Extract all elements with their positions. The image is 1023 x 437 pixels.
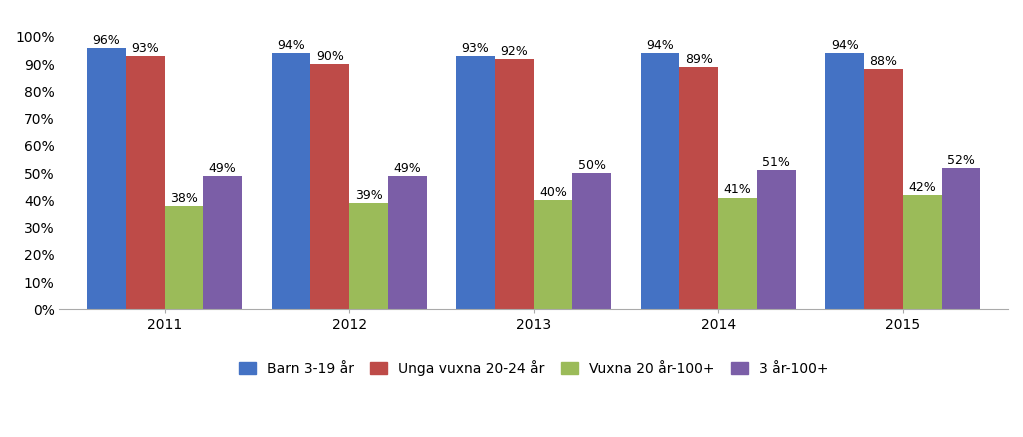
- Text: 51%: 51%: [762, 156, 791, 169]
- Bar: [349, 203, 388, 309]
- Bar: [718, 198, 757, 309]
- Bar: [941, 168, 980, 309]
- Bar: [204, 176, 242, 309]
- Bar: [573, 173, 611, 309]
- Bar: [826, 53, 864, 309]
- Bar: [534, 200, 573, 309]
- Text: 88%: 88%: [870, 55, 897, 69]
- Text: 49%: 49%: [209, 162, 236, 175]
- Bar: [495, 59, 534, 309]
- Text: 94%: 94%: [277, 39, 305, 52]
- Text: 93%: 93%: [461, 42, 489, 55]
- Bar: [903, 195, 941, 309]
- Text: 39%: 39%: [355, 189, 383, 202]
- Bar: [456, 56, 495, 309]
- Text: 96%: 96%: [92, 34, 121, 47]
- Text: 90%: 90%: [316, 50, 344, 63]
- Text: 94%: 94%: [831, 39, 858, 52]
- Bar: [165, 206, 204, 309]
- Text: 50%: 50%: [578, 159, 606, 172]
- Text: 40%: 40%: [539, 186, 567, 199]
- Text: 92%: 92%: [500, 45, 528, 58]
- Bar: [388, 176, 427, 309]
- Text: 52%: 52%: [947, 153, 975, 166]
- Text: 89%: 89%: [685, 53, 713, 66]
- Bar: [757, 170, 796, 309]
- Text: 93%: 93%: [131, 42, 159, 55]
- Bar: [310, 64, 349, 309]
- Text: 94%: 94%: [647, 39, 674, 52]
- Bar: [640, 53, 679, 309]
- Bar: [126, 56, 165, 309]
- Text: 38%: 38%: [170, 192, 197, 205]
- Bar: [271, 53, 310, 309]
- Text: 41%: 41%: [723, 184, 752, 197]
- Bar: [864, 69, 903, 309]
- Bar: [679, 67, 718, 309]
- Legend: Barn 3-19 år, Unga vuxna 20-24 år, Vuxna 20 år-100+, 3 år-100+: Barn 3-19 år, Unga vuxna 20-24 år, Vuxna…: [233, 354, 834, 382]
- Text: 49%: 49%: [394, 162, 421, 175]
- Text: 42%: 42%: [908, 181, 936, 194]
- Bar: [87, 48, 126, 309]
